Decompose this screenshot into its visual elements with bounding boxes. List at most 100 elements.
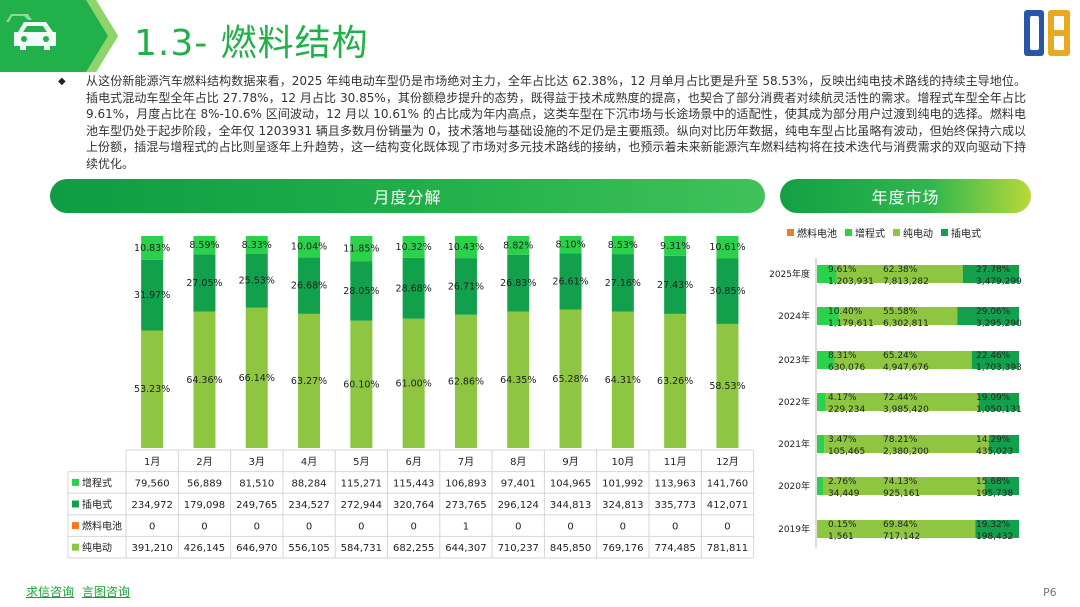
table-cell: 556,105 — [288, 543, 329, 554]
table-header-cell: 1月 — [144, 456, 160, 468]
bar-segment-range-ext — [664, 236, 687, 256]
legend-item-fcev: 燃料电池 — [787, 225, 837, 240]
annual-category-label: 2020年 — [778, 480, 810, 492]
data-label-range-ext: 10.61% — [709, 242, 745, 253]
data-label-phev: 26.83% — [500, 278, 536, 289]
table-cell: 234,972 — [131, 500, 172, 511]
legend-swatch — [845, 229, 852, 236]
data-label-bev: 63.26% — [657, 376, 693, 387]
annual-label-bev-units: 2,380,200 — [883, 447, 929, 457]
annual-label-range-ext-pct: 2.76% — [828, 477, 857, 487]
table-cell: 0 — [410, 522, 416, 533]
table-cell: 584,731 — [341, 543, 382, 554]
legend-item-bev: 纯电动 — [893, 225, 933, 240]
bar-segment-bev — [141, 330, 164, 448]
table-cell: 0 — [149, 522, 155, 533]
annual-segment-range-ext — [817, 477, 824, 495]
annual-segment-bev — [825, 393, 979, 411]
footer-link-yantu[interactable]: 言图咨询 — [81, 585, 130, 599]
table-cell: 0 — [306, 522, 312, 533]
annual-label-bev-units: 925,161 — [883, 489, 920, 499]
bar-segment-phev — [507, 254, 530, 312]
annual-label-range-ext-units: 105,465 — [828, 447, 865, 457]
data-label-bev: 53.23% — [134, 384, 170, 395]
annual-segment-phev — [978, 393, 1019, 411]
data-label-bev: 64.35% — [500, 375, 536, 386]
table-cell: 644,307 — [445, 543, 486, 554]
bar-segment-phev — [141, 259, 164, 331]
annual-label-phev-units: 198,432 — [976, 532, 1013, 542]
annual-label-range-ext-pct: 3.47% — [828, 435, 857, 445]
annual-label-phev-pct: 29.06% — [976, 307, 1011, 317]
bar-segment-phev — [716, 258, 739, 324]
data-label-bev: 64.31% — [605, 375, 641, 386]
data-label-range-ext: 8.59% — [189, 240, 219, 251]
table-cell: 234,527 — [288, 500, 329, 511]
table-cell: 101,992 — [602, 478, 643, 489]
table-cell: 296,124 — [498, 500, 539, 511]
annual-label-bev-pct: 62.38% — [883, 265, 918, 275]
bar-segment-bev — [350, 320, 373, 448]
bar-segment-phev — [611, 254, 634, 312]
table-header-cell: 10月 — [611, 456, 634, 468]
legend-label: 增程式 — [855, 229, 885, 240]
data-label-bev: 65.28% — [552, 374, 588, 385]
annual-segment-bev — [836, 265, 963, 283]
table-cell: 273,765 — [445, 500, 486, 511]
table-cell: 646,970 — [236, 543, 277, 554]
annual-label-range-ext-units: 630,076 — [828, 363, 865, 373]
annual-label-range-ext-pct: 8.31% — [828, 351, 857, 361]
table-cell: 426,145 — [184, 543, 225, 554]
bar-segment-phev — [664, 255, 687, 314]
annual-label-phev-units: 3,295,290 — [976, 319, 1022, 329]
bar-segment-phev — [193, 254, 216, 312]
annual-segment-bev — [817, 520, 976, 538]
table-row-label: 燃料电池 — [82, 520, 122, 533]
annual-category-label: 2025年度 — [769, 268, 810, 280]
annual-segment-phev — [984, 477, 1019, 495]
table-cell: 0 — [567, 522, 573, 533]
annual-category-label: 2019年 — [778, 523, 810, 535]
table-row-swatch — [72, 500, 79, 508]
bar-segment-range-ext — [350, 236, 373, 262]
data-label-phev: 25.53% — [239, 276, 275, 287]
annual-label-phev-pct: 15.68% — [976, 477, 1011, 487]
bar-segment-bev — [611, 311, 634, 448]
annual-label-phev-pct: 22.46% — [976, 351, 1011, 361]
annual-segment-range-ext — [817, 307, 840, 325]
data-label-bev: 63.27% — [291, 376, 327, 387]
footer-link-qiuxin[interactable]: 求信咨询 — [26, 585, 75, 599]
annual-label-bev-units: 6,302,811 — [883, 319, 929, 329]
annual-label-bev-pct: 69.84% — [883, 520, 918, 530]
table-cell: 249,765 — [236, 500, 277, 511]
table-cell: 104,965 — [550, 478, 591, 489]
table-cell: 320,764 — [393, 500, 434, 511]
annual-label-range-ext-pct: 4.17% — [828, 393, 857, 403]
annual-category-label: 2024年 — [778, 310, 810, 322]
annual-label-phev-pct: 27.78% — [976, 265, 1011, 275]
table-cell: 0 — [201, 522, 207, 533]
legend-item-phev: 插电式 — [941, 225, 981, 240]
bar-segment-range-ext — [141, 236, 164, 260]
monthly-stacked-bar-chart: 53.23% 31.97% 10.83% 64.36% 27.05% 8.59% 66.14… — [134, 236, 746, 448]
table-cell: 272,944 — [341, 500, 382, 511]
annual-label-range-ext-pct: 10.40% — [828, 307, 863, 317]
annual-segment-phev — [971, 351, 1019, 369]
data-label-range-ext: 9.31% — [660, 241, 690, 252]
data-label-phev: 31.97% — [134, 290, 170, 301]
data-label-range-ext: 10.32% — [396, 242, 432, 253]
data-label-range-ext: 8.53% — [608, 240, 638, 251]
data-label-range-ext: 10.43% — [448, 242, 484, 253]
bar-segment-range-ext — [454, 236, 477, 259]
bar-segment-range-ext — [245, 236, 268, 254]
annual-label-phev-pct: 19.09% — [976, 393, 1011, 403]
table-header-cell: 11月 — [664, 456, 687, 468]
table-cell: 1 — [463, 522, 469, 533]
table-row-label: 纯电动 — [82, 541, 112, 554]
legend-label: 燃料电池 — [797, 229, 837, 240]
annual-label-range-ext-units: 1,203,931 — [828, 277, 874, 287]
annual-label-bev-units: 3,985,420 — [883, 405, 929, 415]
annual-label-range-ext-pct: 9.61% — [828, 265, 857, 275]
